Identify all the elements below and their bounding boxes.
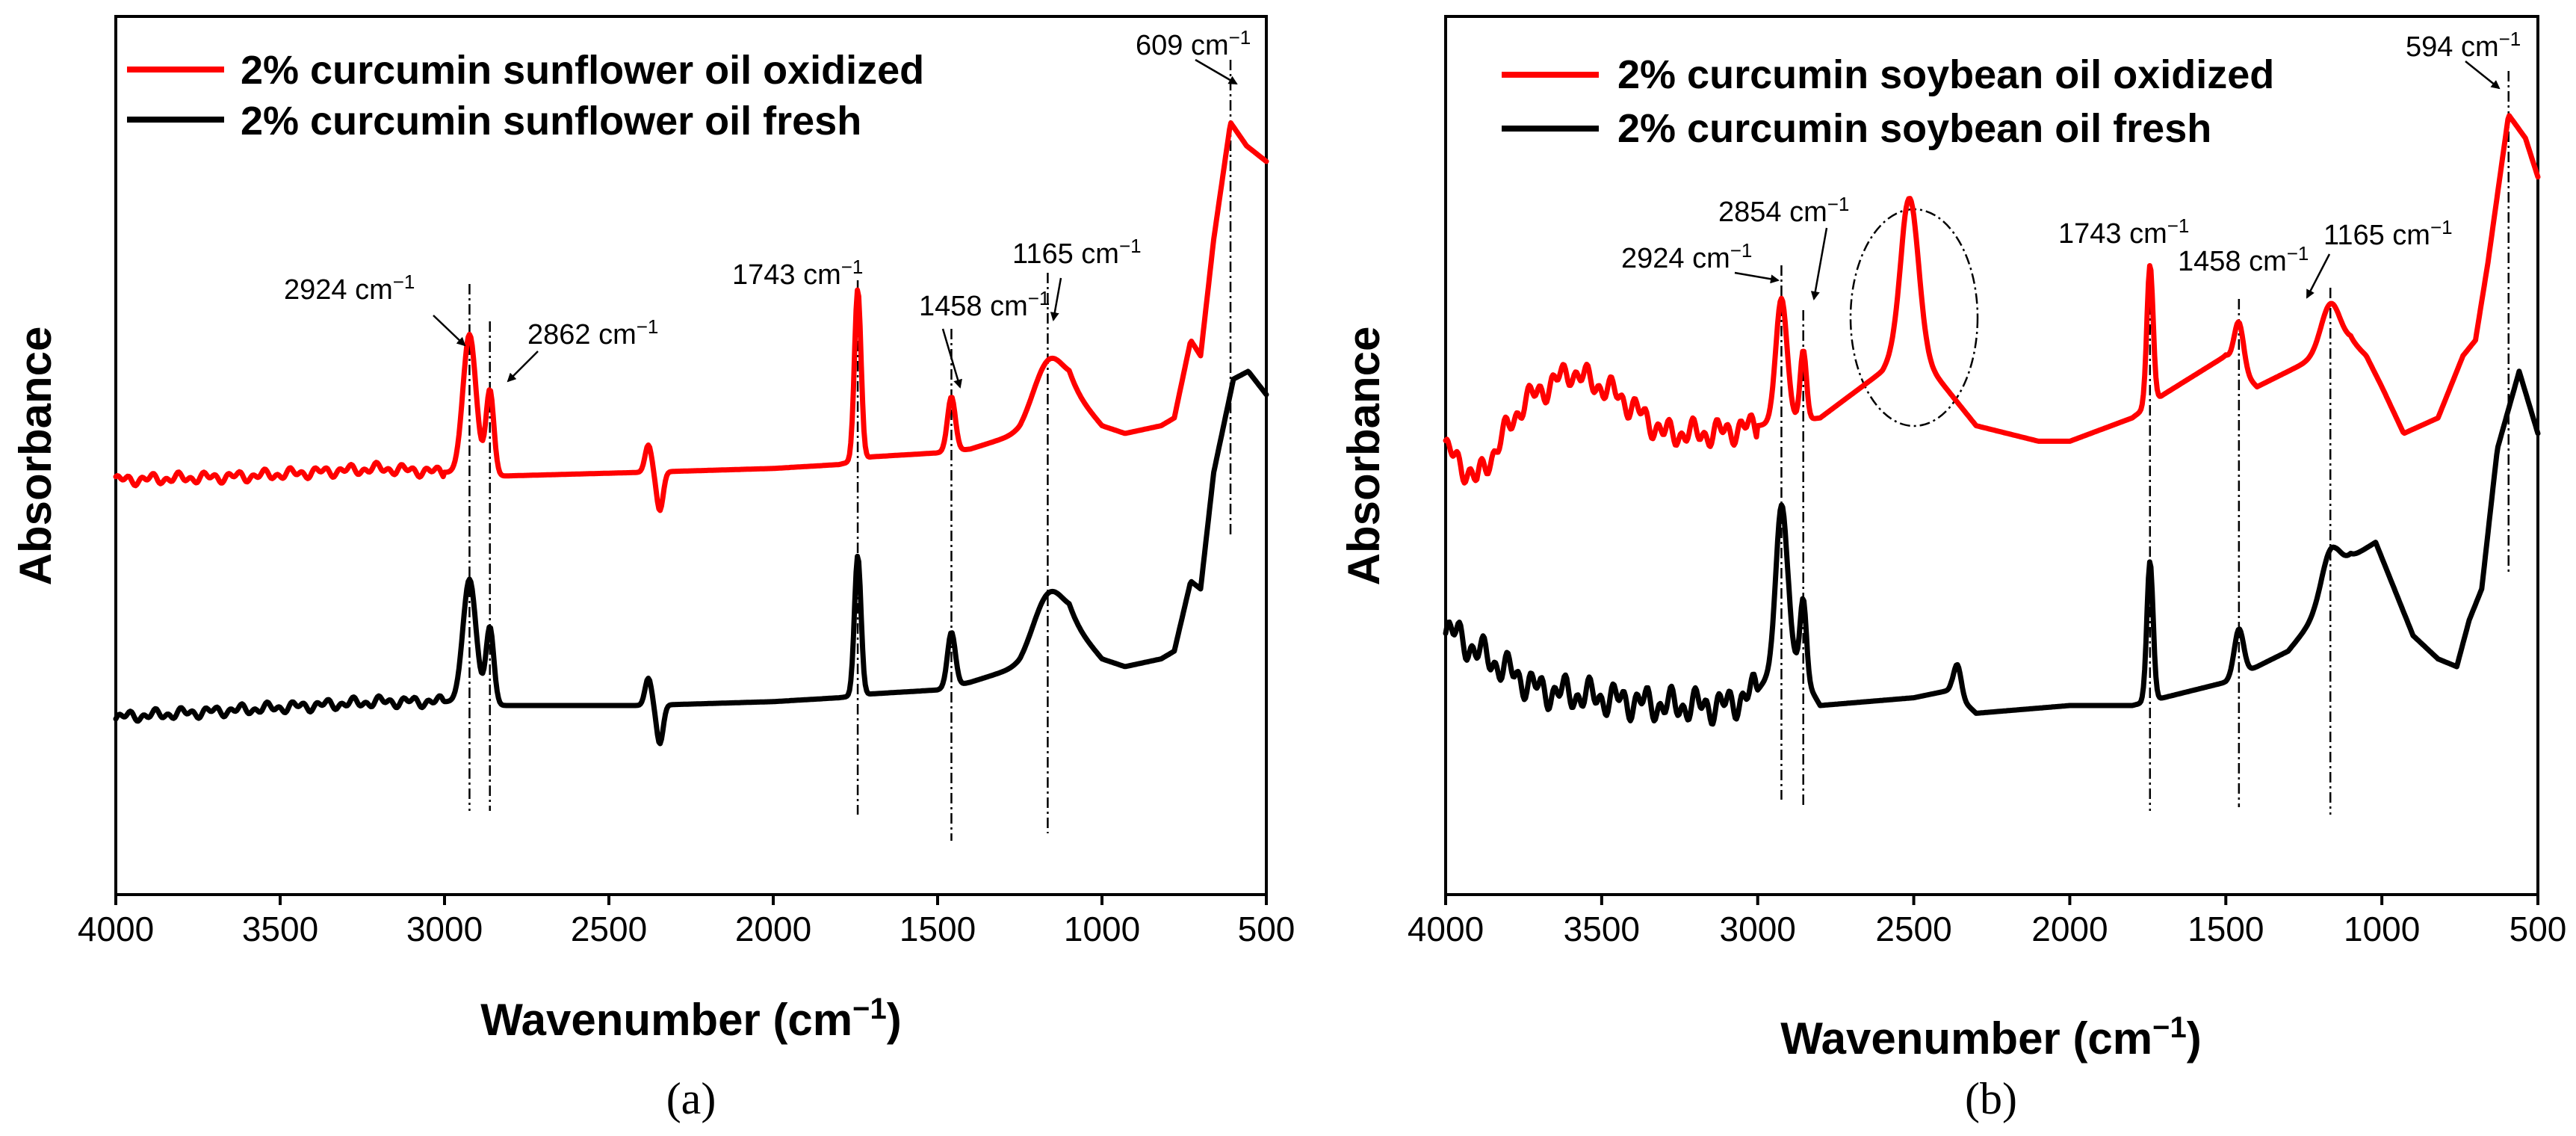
annotation-2854: 2854 cm−1 (1718, 193, 1849, 228)
x-tick-label: 2000 (735, 910, 811, 948)
annotation-1458: 1458 cm−1 (2178, 242, 2309, 277)
x-tick-label: 1000 (1064, 910, 1140, 948)
annotation-594: 594 cm−1 (2406, 28, 2521, 63)
annotation-2924: 2924 cm−1 (1621, 239, 1752, 274)
annotation-arrow-2862 (507, 351, 539, 383)
x-tick-label: 1000 (2344, 910, 2420, 948)
panel-b-legend: 2% curcumin soybean oil oxidized 2% curc… (1502, 52, 2274, 151)
legend-label-oxidized: 2% curcumin soybean oil oxidized (1617, 52, 2274, 97)
series-line-fresh (1443, 368, 2541, 727)
annotation-arrow-2924 (433, 315, 466, 347)
panel-b-plot-frame (1444, 15, 2539, 896)
panel-a-series-group (113, 120, 1269, 747)
panel-a-x-ticks: 4000 3500 3000 2500 2000 1500 1000 500 (78, 895, 1295, 948)
annotation-arrow-594 (2465, 61, 2501, 90)
panel-b-caption-label: (b) (1965, 1074, 2017, 1123)
annotation-2924: 2924 cm−1 (284, 271, 415, 306)
annotation-arrow-609 (1195, 58, 1238, 85)
panel-b-series-group (1443, 113, 2541, 727)
annotation-609: 609 cm−1 (1136, 26, 1251, 61)
annotation-1743: 1743 cm−1 (732, 256, 863, 291)
x-tick-label: 3000 (1720, 910, 1796, 948)
panel-b-x-ticks: 4000 3500 3000 2500 2000 1500 1000 500 (1408, 895, 2567, 948)
x-tick-label: 500 (2510, 910, 2567, 948)
panel-a-chart: 4000 3500 3000 2500 2000 1500 1000 500 2% curcu… (10, 15, 1295, 1123)
annotation-1743: 1743 cm−1 (2058, 214, 2189, 250)
panel-a-plot-frame (114, 15, 1268, 896)
panel-a-legend: 2% curcumin sunflower oil oxidized 2% cu… (127, 48, 924, 143)
annotation-arrow-2924 (1734, 271, 1780, 284)
legend-label-oxidized: 2% curcumin sunflower oil oxidized (241, 48, 924, 93)
annotation-arrow-1165 (2306, 253, 2331, 299)
x-tick-label: 2500 (1875, 910, 1951, 948)
annotation-1165: 1165 cm−1 (1012, 235, 1142, 270)
series-line-oxidized (113, 120, 1269, 513)
x-tick-label: 1500 (2188, 910, 2264, 948)
legend-label-fresh: 2% curcumin soybean oil fresh (1617, 106, 2211, 151)
series-line-fresh (113, 368, 1269, 747)
panel-b-y-axis-label: Absorbance (1339, 327, 1389, 586)
series-line-oxidized (1443, 113, 2541, 486)
panel-a-caption-label: (a) (666, 1074, 716, 1123)
x-tick-label: 3500 (1564, 910, 1640, 948)
panel-b-annotations: 2924 cm−1 2854 cm−1 1743 cm−1 1458 cm−1 … (1621, 28, 2521, 300)
panel-a-x-axis-label: Wavenumber (cm−1) (480, 993, 902, 1045)
annotation-1458: 1458 cm−1 (919, 287, 1050, 322)
annotation-1165: 1165 cm−1 (2323, 216, 2453, 251)
x-tick-label: 500 (1238, 910, 1295, 948)
x-tick-label: 4000 (78, 910, 154, 948)
panel-a-annotations: 2924 cm−1 2862 cm−1 1743 cm−1 1458 cm−1 … (284, 26, 1251, 389)
x-tick-label: 3000 (406, 910, 483, 948)
x-tick-label: 2000 (2031, 910, 2108, 948)
annotation-arrow-1458 (941, 328, 962, 389)
panel-b-chart: 4000 3500 3000 2500 2000 1500 1000 500 2% curcu… (1339, 15, 2567, 1123)
panel-b-x-axis-label: Wavenumber (cm−1) (1780, 1011, 2202, 1064)
x-tick-label: 4000 (1408, 910, 1484, 948)
x-tick-label: 1500 (900, 910, 976, 948)
x-tick-label: 3500 (242, 910, 318, 948)
annotation-arrow-1165 (1050, 277, 1062, 321)
legend-label-fresh: 2% curcumin sunflower oil fresh (241, 99, 861, 143)
annotation-2862: 2862 cm−1 (527, 315, 658, 351)
panel-a-y-axis-label: Absorbance (10, 327, 61, 586)
panel-b-guide-lines (1780, 71, 2510, 815)
annotation-arrow-2854 (1810, 227, 1828, 300)
x-tick-label: 2500 (571, 910, 647, 948)
